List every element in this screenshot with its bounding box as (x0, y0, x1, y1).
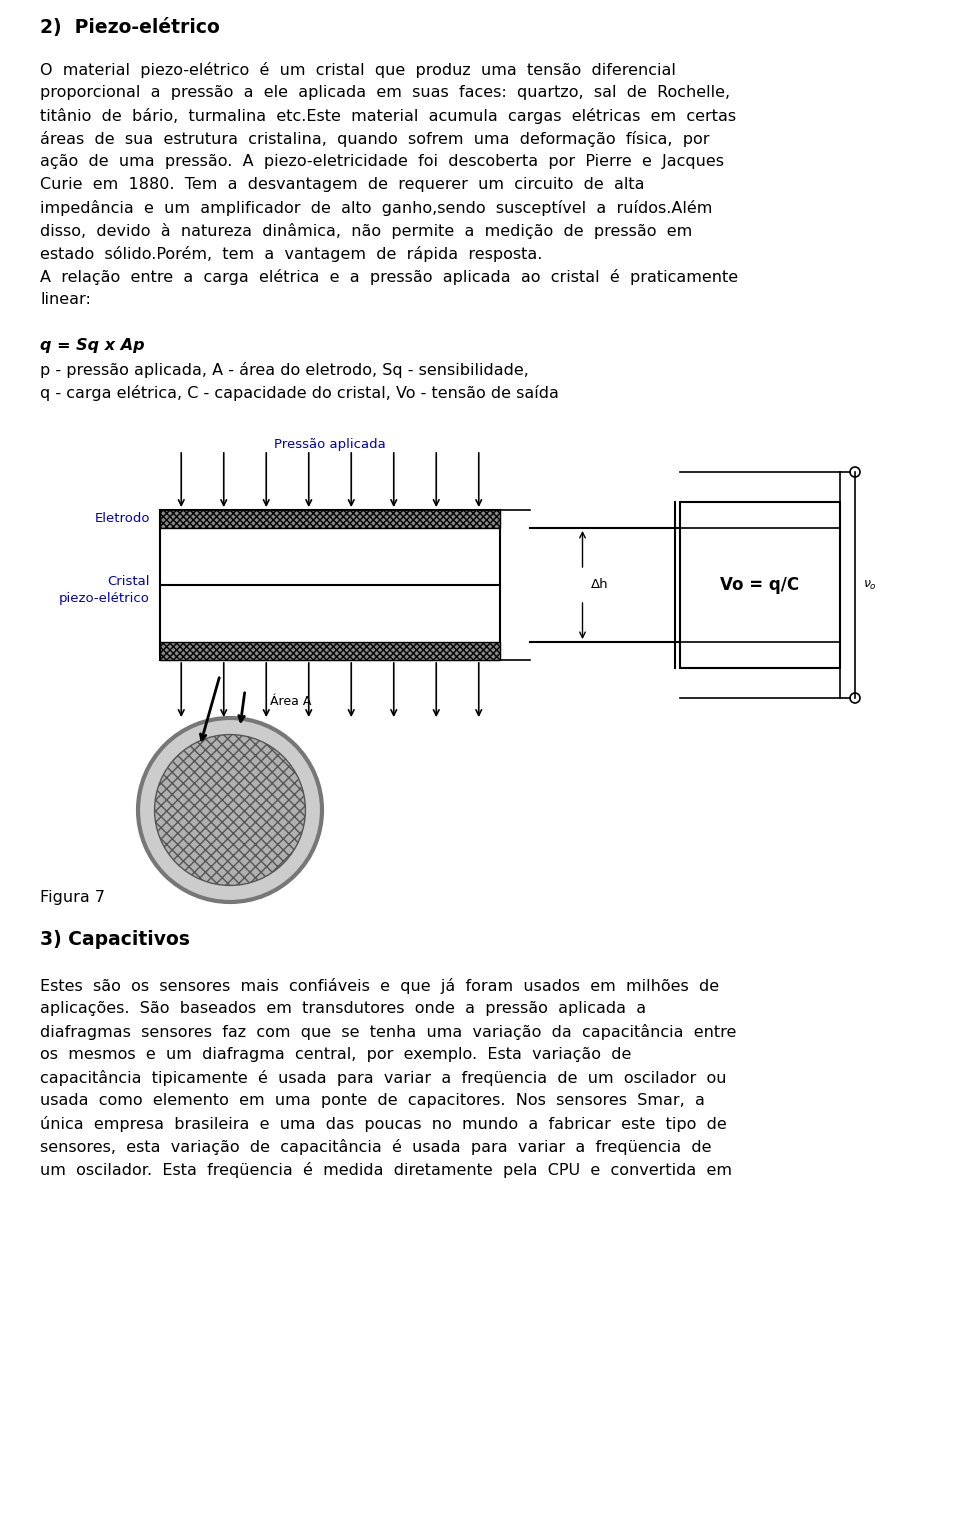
Ellipse shape (138, 718, 322, 903)
Text: Área A: Área A (270, 696, 311, 708)
Text: q - carga elétrica, C - capacidade do cristal, Vo - tensão de saída: q - carga elétrica, C - capacidade do cr… (40, 385, 559, 400)
Text: titânio  de  bário,  turmalina  etc.Este  material  acumula  cargas  elétricas  : titânio de bário, turmalina etc.Este mat… (40, 108, 736, 123)
Text: 2)  Piezo-elétrico: 2) Piezo-elétrico (40, 18, 220, 37)
Text: q = Sq x Ap: q = Sq x Ap (40, 338, 145, 353)
Text: usada  como  elemento  em  uma  ponte  de  capacitores.  Nos  sensores  Smar,  a: usada como elemento em uma ponte de capa… (40, 1093, 705, 1108)
Text: impedância  e  um  amplificador  de  alto  ganho,sendo  susceptível  a  ruídos.A: impedância e um amplificador de alto gan… (40, 199, 712, 216)
Text: Vo = q/C: Vo = q/C (720, 575, 800, 594)
Text: proporcional  a  pressão  a  ele  aplicada  em  suas  faces:  quartzo,  sal  de : proporcional a pressão a ele aplicada em… (40, 85, 731, 100)
Text: Cristal
piezo-elétrico: Cristal piezo-elétrico (60, 575, 150, 606)
Text: Eletrodo: Eletrodo (94, 513, 150, 525)
Text: Pressão aplicada: Pressão aplicada (275, 438, 386, 451)
Text: Curie  em  1880.  Tem  a  desvantagem  de  requerer  um  circuito  de  alta: Curie em 1880. Tem a desvantagem de requ… (40, 177, 644, 192)
Text: aplicações.  São  baseados  em  transdutores  onde  a  pressão  aplicada  a: aplicações. São baseados em transdutores… (40, 1001, 646, 1017)
Text: ação  de  uma  pressão.  A  piezo-eletricidade  foi  descoberta  por  Pierre  e : ação de uma pressão. A piezo-eletricidad… (40, 154, 724, 169)
Text: única  empresa  brasileira  e  uma  das  poucas  no  mundo  a  fabricar  este  t: única empresa brasileira e uma das pouca… (40, 1116, 727, 1132)
Text: O  material  piezo-elétrico  é  um  cristal  que  produz  uma  tensão  diferenci: O material piezo-elétrico é um cristal q… (40, 62, 676, 78)
Text: capacitância  tipicamente  é  usada  para  variar  a  freqüencia  de  um  oscila: capacitância tipicamente é usada para va… (40, 1070, 727, 1087)
Text: Δh: Δh (590, 578, 608, 592)
Text: Figura 7: Figura 7 (40, 890, 105, 906)
Text: disso,  devido  à  natureza  dinâmica,  não  permite  a  medição  de  pressão  e: disso, devido à natureza dinâmica, não p… (40, 224, 692, 239)
Text: 3) Capacitivos: 3) Capacitivos (40, 930, 190, 950)
Text: sensores,  esta  variação  de  capacitância  é  usada  para  variar  a  freqüenc: sensores, esta variação de capacitância … (40, 1138, 711, 1155)
Bar (160, 510, 500, 528)
Bar (160, 642, 500, 661)
Text: estado  sólido.Porém,  tem  a  vantagem  de  rápida  resposta.: estado sólido.Porém, tem a vantagem de r… (40, 247, 542, 262)
Text: os  mesmos  e  um  diafragma  central,  por  exemplo.  Esta  variação  de: os mesmos e um diafragma central, por ex… (40, 1047, 632, 1062)
Text: $\nu_o$: $\nu_o$ (863, 578, 876, 592)
Text: A  relação  entre  a  carga  elétrica  e  a  pressão  aplicada  ao  cristal  é  : A relação entre a carga elétrica e a pre… (40, 269, 738, 285)
Ellipse shape (155, 735, 305, 886)
Text: um  oscilador.  Esta  freqüencia  é  medida  diretamente  pela  CPU  e  converti: um oscilador. Esta freqüencia é medida d… (40, 1161, 732, 1178)
Text: p - pressão aplicada, A - área do eletrodo, Sq - sensibilidade,: p - pressão aplicada, A - área do eletro… (40, 362, 529, 377)
Bar (680, 502, 840, 668)
Text: Estes  são  os  sensores  mais  confiáveis  e  que  já  foram  usados  em  milhõ: Estes são os sensores mais confiáveis e … (40, 979, 719, 994)
Text: áreas  de  sua  estrutura  cristalina,  quando  sofrem  uma  deformação  física,: áreas de sua estrutura cristalina, quand… (40, 131, 709, 148)
Text: diafragmas  sensores  faz  com  que  se  tenha  uma  variação  da  capacitância : diafragmas sensores faz com que se tenha… (40, 1024, 736, 1040)
Bar (160, 510, 500, 661)
Text: linear:: linear: (40, 292, 91, 307)
